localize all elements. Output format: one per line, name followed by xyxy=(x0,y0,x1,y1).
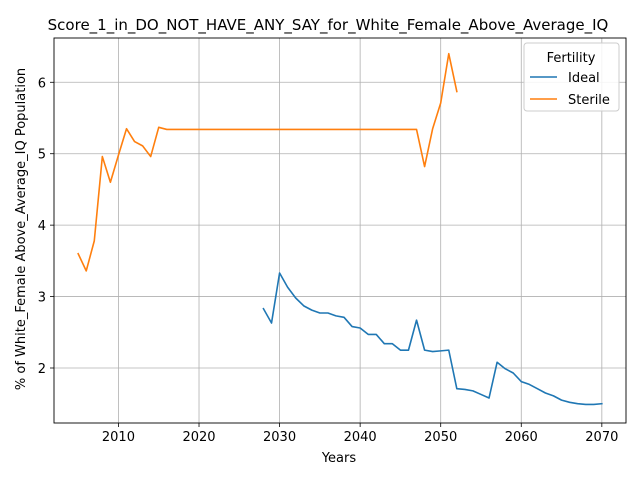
legend-label-ideal: Ideal xyxy=(568,71,600,86)
grid-lines xyxy=(54,38,626,423)
plot-frame xyxy=(53,37,627,424)
legend-entries: Ideal Sterile xyxy=(530,71,610,108)
y-tick-label: 4 xyxy=(38,219,46,234)
x-tick-label: 2040 xyxy=(344,430,377,445)
series-line-sterile xyxy=(77,52,458,272)
x-tick-label: 2010 xyxy=(102,430,135,445)
x-tick-label: 2070 xyxy=(585,430,618,445)
legend: Fertility Ideal Sterile xyxy=(523,42,620,112)
x-tick-label: 2060 xyxy=(505,430,538,445)
legend-box xyxy=(523,42,620,112)
series-line-ideal xyxy=(262,272,603,406)
x-axis-label: Years xyxy=(321,451,357,466)
legend-label-sterile: Sterile xyxy=(568,93,610,108)
axis-ticks: 2010 2020 2030 2040 2050 2060 2070 2 3 4 5 6 xyxy=(38,76,619,445)
y-tick-label: 6 xyxy=(38,76,46,91)
y-tick-label: 5 xyxy=(38,148,46,163)
legend-title: Fertility xyxy=(547,51,596,66)
x-tick-label: 2050 xyxy=(424,430,457,445)
chart-title: Score_1_in_DO_NOT_HAVE_ANY_SAY_for_White… xyxy=(48,16,609,35)
y-axis-label: % of White_Female Above_Average_IQ Popul… xyxy=(14,68,29,390)
series-lines xyxy=(77,52,603,406)
y-tick-label: 2 xyxy=(38,362,46,377)
y-tick-label: 3 xyxy=(38,291,46,306)
x-tick-label: 2020 xyxy=(182,430,215,445)
x-tick-label: 2030 xyxy=(263,430,296,445)
